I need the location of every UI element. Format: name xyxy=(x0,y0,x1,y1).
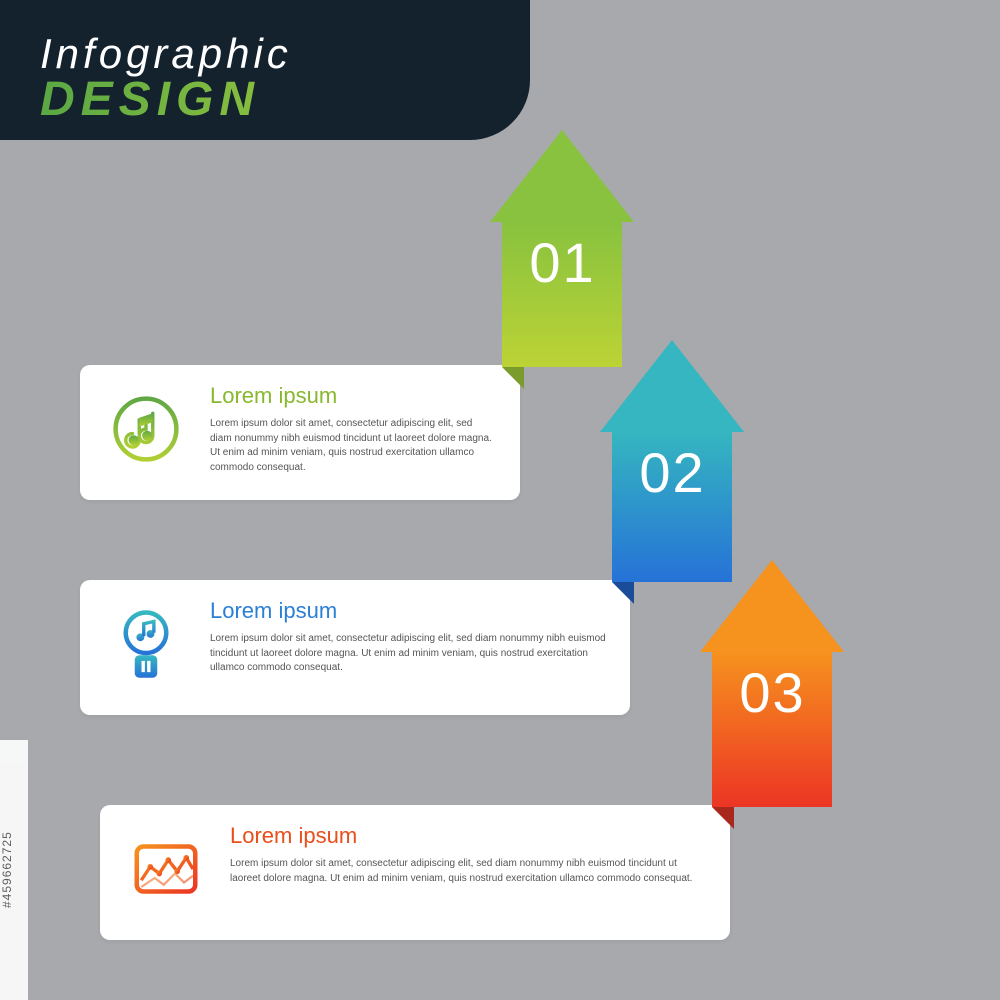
step-arrow-1: 01 xyxy=(490,130,635,367)
arrow-fold xyxy=(502,367,524,389)
card-body: Lorem ipsum dolor sit amet, consectetur … xyxy=(210,417,496,475)
header-title-line1: Infographic xyxy=(40,30,490,78)
step-number: 01 xyxy=(490,230,635,295)
card-body: Lorem ipsum dolor sit amet, consectetur … xyxy=(210,632,606,676)
arrow-head-icon xyxy=(700,560,844,652)
arrow-fold xyxy=(712,807,734,829)
step-arrow-3: 03 xyxy=(700,560,845,807)
step-number: 03 xyxy=(700,660,845,725)
card-title: Lorem ipsum xyxy=(210,598,606,624)
watermark: #459662725 xyxy=(0,740,28,1000)
music-pause-icon xyxy=(110,608,182,680)
wave-chart-icon xyxy=(130,833,202,905)
card-title: Lorem ipsum xyxy=(230,823,706,849)
arrow-head-icon xyxy=(490,130,634,222)
step-card-3: Lorem ipsum Lorem ipsum dolor sit amet, … xyxy=(100,805,730,940)
arrow-fold xyxy=(612,582,634,604)
header-title-line2: DESIGN xyxy=(40,72,490,127)
header-block: Infographic DESIGN xyxy=(0,0,530,140)
music-note-circle-icon xyxy=(110,393,182,465)
step-number: 02 xyxy=(600,440,745,505)
step-arrow-2: 02 xyxy=(600,340,745,582)
card-body: Lorem ipsum dolor sit amet, consectetur … xyxy=(230,857,706,886)
card-title: Lorem ipsum xyxy=(210,383,496,409)
arrow-head-icon xyxy=(600,340,744,432)
step-card-2: Lorem ipsum Lorem ipsum dolor sit amet, … xyxy=(80,580,630,715)
step-card-1: Lorem ipsum Lorem ipsum dolor sit amet, … xyxy=(80,365,520,500)
